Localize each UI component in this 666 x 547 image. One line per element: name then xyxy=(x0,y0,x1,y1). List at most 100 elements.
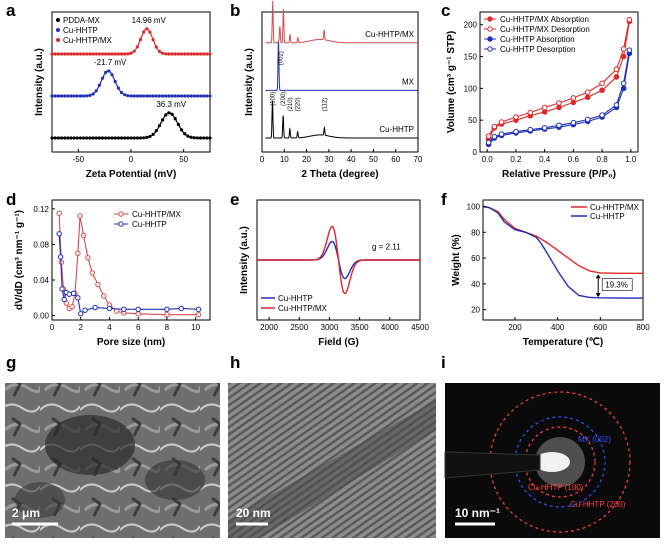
x-tick-label: 0 xyxy=(50,323,55,332)
data-point xyxy=(107,136,111,140)
data-point xyxy=(170,52,174,56)
x-tick-label: 4 xyxy=(107,323,112,332)
data-point xyxy=(161,118,165,122)
series-line-Cu-HHTP xyxy=(265,100,418,139)
data-point xyxy=(198,136,203,140)
data-point xyxy=(92,304,98,311)
series-line-PDDA-MX xyxy=(52,112,210,139)
data-point xyxy=(75,250,81,257)
data-point xyxy=(100,76,105,80)
data-point xyxy=(78,136,83,140)
panel-label-h: h xyxy=(230,353,240,372)
data-point xyxy=(66,94,70,98)
data-point xyxy=(154,45,158,49)
legend-marker xyxy=(487,46,493,52)
x-tick-label: 60 xyxy=(391,155,400,164)
legend-label: Cu-HHTP Desorption xyxy=(500,45,575,54)
x-axis-label: Relative Pressure (P/P₀) xyxy=(502,169,616,180)
data-point xyxy=(110,136,114,140)
legend-label: Cu-HHTP xyxy=(590,212,625,221)
legend-marker xyxy=(487,16,493,22)
micrographs-layer: 2 μm 20 nm MX (002) Cu-HHTP (100) Cu-HHTP (2… xyxy=(5,383,660,538)
data-point xyxy=(613,66,620,73)
x-tick-label: 800 xyxy=(636,323,650,332)
data-point xyxy=(132,49,136,53)
data-point xyxy=(82,52,86,56)
data-point xyxy=(179,52,184,56)
legend-label: Cu-HHTP xyxy=(132,220,167,229)
data-point xyxy=(119,136,124,140)
series-label: MX xyxy=(402,77,415,86)
x-tick-label: 1.0 xyxy=(625,155,637,164)
data-point xyxy=(59,136,64,140)
series-line-MX xyxy=(265,41,418,91)
chart-zeta-potential: 36.3 mV PDDA-MX -21.7 mV Cu-HHTP 14.96 mV Cu-… xyxy=(34,11,212,180)
data-point xyxy=(88,136,92,140)
data-point xyxy=(63,94,67,98)
data-point xyxy=(161,51,165,55)
data-point xyxy=(85,52,89,56)
scale-bar-label-h: 20 nm xyxy=(236,506,271,520)
data-point xyxy=(148,134,152,139)
data-point xyxy=(91,52,95,56)
arrow-head-down xyxy=(595,293,601,298)
plot-frame xyxy=(482,199,644,321)
data-point xyxy=(183,132,187,136)
ring-label-cu-hhtp-200: Cu-HHTP (200) xyxy=(570,500,626,509)
data-point xyxy=(135,94,139,98)
y-axis-label: Intensity (a.u.) xyxy=(244,48,255,116)
data-point xyxy=(151,38,155,42)
data-point xyxy=(626,16,633,23)
x-tick-label: 0 xyxy=(129,155,134,164)
x-tick-label: 10 xyxy=(280,155,289,164)
data-point xyxy=(613,102,620,108)
data-point xyxy=(498,131,505,137)
data-point xyxy=(170,94,174,98)
data-point xyxy=(113,136,117,140)
x-tick-label: 3500 xyxy=(351,323,369,332)
data-point xyxy=(189,94,193,98)
data-point xyxy=(208,94,212,98)
x-tick-label: 20 xyxy=(302,155,311,164)
data-point xyxy=(123,93,127,97)
data-point xyxy=(59,52,64,56)
data-point xyxy=(119,52,124,56)
data-point xyxy=(126,136,130,140)
data-point xyxy=(178,305,184,312)
legend-label: Cu-HHTP/MX xyxy=(132,210,182,219)
data-point xyxy=(104,136,108,140)
legend-label: Cu-HHTP xyxy=(278,294,313,303)
x-tick-label: 2000 xyxy=(260,323,278,332)
series-line-Cu-HHTP xyxy=(58,233,199,315)
data-point xyxy=(176,122,180,127)
data-point xyxy=(205,94,209,98)
y-tick-label: 0.04 xyxy=(33,276,49,285)
y-tick-label: 50 xyxy=(468,116,477,125)
data-point xyxy=(66,136,70,140)
data-point xyxy=(97,52,101,56)
legend-marker xyxy=(56,38,60,42)
data-point xyxy=(154,94,158,98)
data-point xyxy=(599,80,605,87)
data-point xyxy=(88,93,92,97)
data-point xyxy=(570,95,577,101)
x-tick-label: 600 xyxy=(594,323,608,332)
x-tick-label: 0.2 xyxy=(510,155,522,164)
series-line-Cu-HHTP xyxy=(52,70,210,97)
y-tick-label: 100 xyxy=(467,202,481,211)
data-point xyxy=(66,52,70,56)
annotation-box xyxy=(601,278,633,291)
legend-label: Cu-HHTP/MX Absorption xyxy=(500,15,589,24)
data-point xyxy=(78,311,84,317)
data-point xyxy=(541,125,548,131)
data-point xyxy=(61,296,67,303)
data-point xyxy=(491,123,498,130)
data-point xyxy=(70,290,77,297)
data-point xyxy=(57,254,64,260)
data-point xyxy=(75,52,79,56)
data-point xyxy=(613,74,620,80)
y-axis-label: Intensity (a.u.) xyxy=(34,48,45,116)
